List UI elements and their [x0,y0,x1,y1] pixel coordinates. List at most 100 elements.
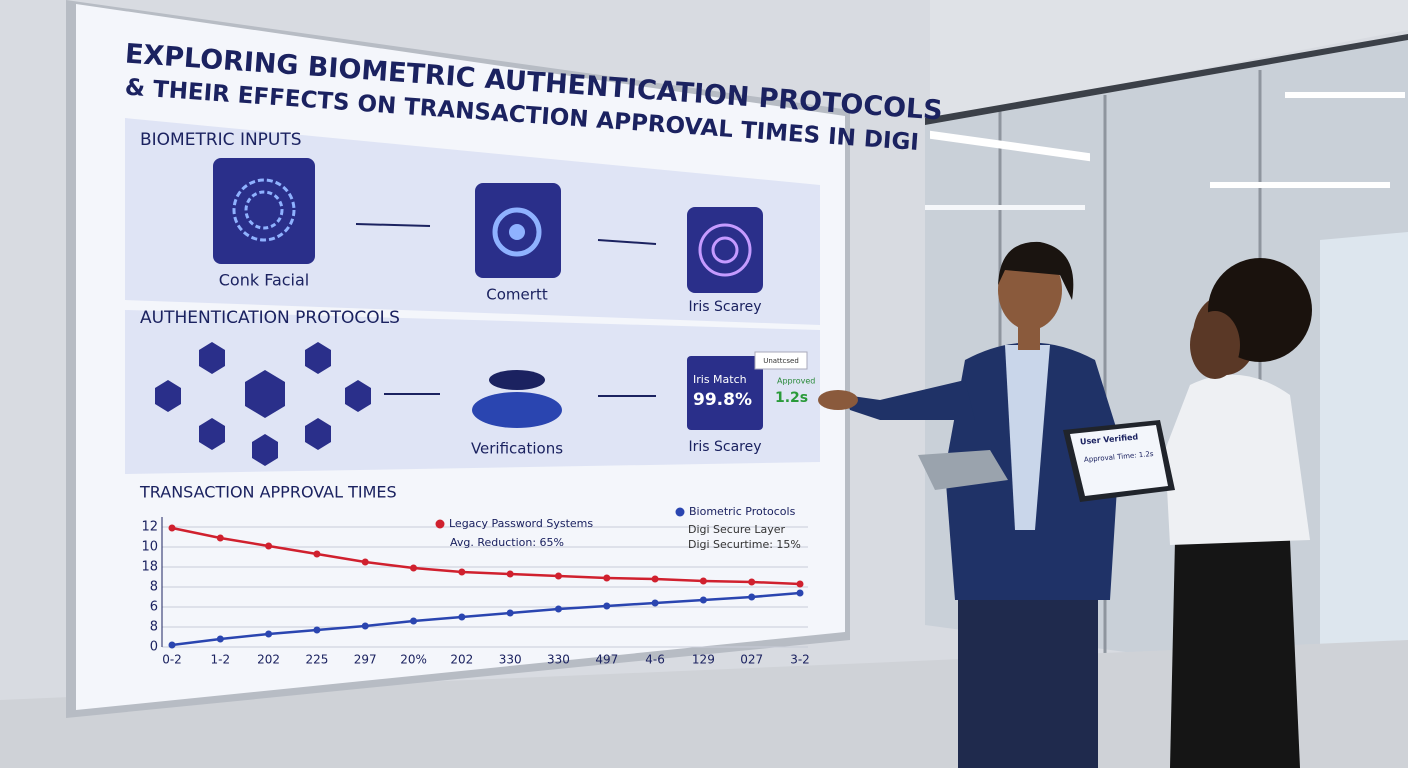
trousers [1170,540,1300,768]
x-tick-label: 225 [305,653,328,667]
data-point [699,596,707,604]
series-line [171,526,801,586]
chart: 12 10 18 8 6 8 0 0-2 1-2 202 225 297 20% 202 330 330 497… [141,505,809,667]
data-point [313,550,321,558]
match-card [687,356,763,430]
data-point [603,602,611,610]
input-label: Comertt [486,286,548,304]
y-tick-label: 18 [141,560,158,575]
arrow [597,239,657,245]
y-tick-label: 0 [150,640,158,655]
ceiling-light [925,205,1085,210]
shirt [1005,345,1050,530]
x-tick-label: 497 [595,653,618,667]
data-point [361,622,369,630]
x-tick-label: 297 [354,653,377,667]
legend-label: Legacy Password Systems [449,517,593,530]
face [1190,311,1240,379]
ceiling-light [930,130,1090,162]
arm [845,380,975,420]
x-tick-label: 202 [257,653,280,667]
data-point [313,626,321,634]
icon-art [232,178,296,242]
frame [925,34,1408,125]
data-point [699,577,707,585]
match-label: Iris Match [693,373,747,386]
protocol-label: Verifications [471,440,563,458]
data-point [651,575,659,583]
data-point [796,589,804,597]
input-label: Iris Scarey [688,299,761,315]
trousers [958,590,1098,768]
data-point [506,609,514,617]
data-point [651,599,659,607]
match-value: 99.8% [693,390,752,410]
x-tick-label: 027 [740,653,763,667]
annotation: Digi Securtime: 15% [688,538,801,551]
data-point [458,613,466,621]
match-time: 1.2s [775,390,808,406]
data-point [748,593,756,601]
data-point [554,605,562,613]
x-tick-label: 330 [547,653,570,667]
data-point [361,558,369,566]
x-tick-label: 4-6 [645,653,665,667]
hand [818,390,858,410]
annotation: Digi Secure Layer [688,523,786,536]
ceiling-light [1210,182,1390,188]
data-point [265,542,273,550]
data-point [554,572,562,580]
ceiling-light [1285,92,1405,98]
man [818,241,1120,768]
note-box [754,351,808,370]
icon-art [711,236,739,264]
section-heading: BIOMETRIC INPUTS [140,130,302,150]
y-tick-label: 12 [141,520,158,535]
woman: User Verified Approval Time: 1.2s [1063,258,1312,768]
match-tag: Approved [777,377,815,386]
icon-art [492,207,542,257]
y-tick-label: 8 [150,580,158,595]
y-tick-label: 8 [150,620,158,635]
y-tick-label: 6 [150,600,158,615]
icon-art [509,224,525,240]
legend-label: Biometric Protocols [689,505,796,518]
data-point [410,617,418,625]
data-point [168,524,176,532]
x-tick-label: 20% [400,653,427,667]
x-tick-label: 202 [450,653,473,667]
lock-network [155,342,371,466]
input-label: Conk Facial [219,271,309,290]
verification-art [489,370,545,390]
x-tick-label: 1-2 [211,653,231,667]
legend-swatch [675,507,685,517]
x-tick-label: 3-2 [790,653,810,667]
fingerprint-icon [213,158,315,264]
verification-art [472,392,562,428]
window [1320,232,1408,690]
section-heading: AUTHENTICATION PROTOCOLS [140,308,400,328]
chart-title: TRANSACTION APPROVAL TIMES [139,483,397,502]
y-tick-label: 10 [141,540,158,555]
x-tick-label: 129 [692,653,715,667]
series-line [171,591,801,647]
icon-art [244,190,284,230]
tablet-screen [1070,425,1168,496]
tablet [918,450,1008,490]
arrow [355,223,431,227]
data-point [458,568,466,576]
data-point [216,534,224,542]
annotation: Avg. Reduction: 65% [450,536,564,549]
data-point [265,630,273,638]
data-point [216,635,224,643]
data-point [506,570,514,578]
data-point [748,578,756,586]
data-point [796,580,804,588]
hair [998,241,1074,300]
match-note: Unattcsed [763,357,799,365]
iris-icon [687,207,763,293]
protocol-label: Iris Scarey [688,439,761,455]
icon-art [698,223,752,277]
legend-swatch [435,519,445,529]
x-tick-label: 0-2 [162,653,182,667]
